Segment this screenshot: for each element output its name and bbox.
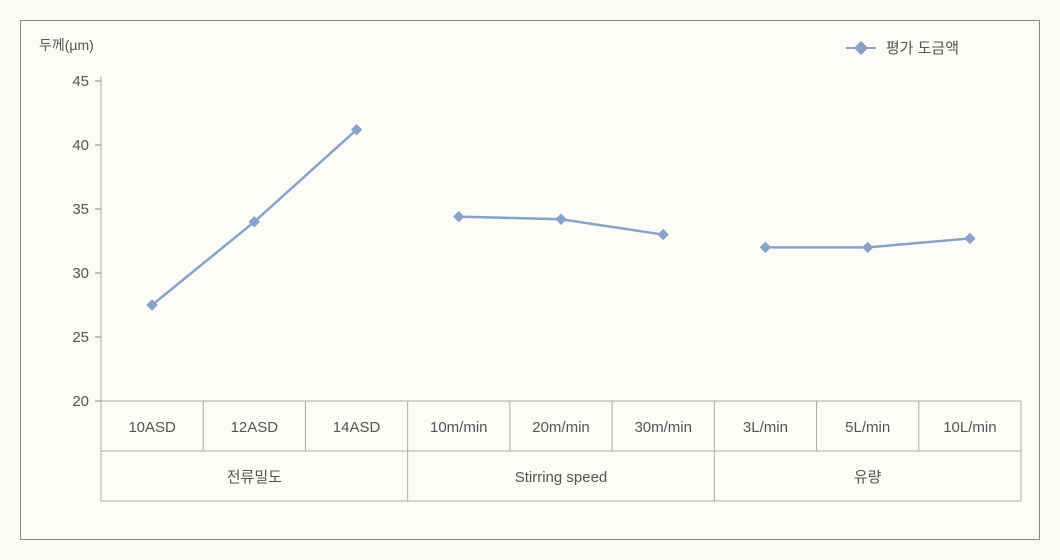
svg-text:유량: 유량 <box>854 469 882 486</box>
svg-text:45: 45 <box>72 73 89 90</box>
svg-text:20m/min: 20m/min <box>532 419 590 436</box>
svg-text:25: 25 <box>72 329 89 346</box>
svg-text:전류밀도: 전류밀도 <box>227 469 282 486</box>
svg-text:40: 40 <box>72 137 89 154</box>
svg-text:10m/min: 10m/min <box>430 419 488 436</box>
svg-text:30m/min: 30m/min <box>634 419 692 436</box>
svg-text:Stirring speed: Stirring speed <box>515 469 608 486</box>
svg-text:3L/min: 3L/min <box>743 419 788 436</box>
svg-text:5L/min: 5L/min <box>845 419 890 436</box>
svg-text:10L/min: 10L/min <box>943 419 996 436</box>
svg-text:14ASD: 14ASD <box>333 419 381 436</box>
chart-svg: 20 25 30 35 40 45 전류밀도 Stirring speed 유량 10ASD 12A… <box>21 21 1041 541</box>
svg-text:30: 30 <box>72 265 89 282</box>
chart-frame: 두께(µm) 평가 도금액 202530354045전류밀도Stirring s… <box>20 20 1040 540</box>
svg-text:35: 35 <box>72 201 89 218</box>
svg-text:10ASD: 10ASD <box>128 419 176 436</box>
svg-text:12ASD: 12ASD <box>231 419 279 436</box>
svg-text:20: 20 <box>72 393 89 410</box>
